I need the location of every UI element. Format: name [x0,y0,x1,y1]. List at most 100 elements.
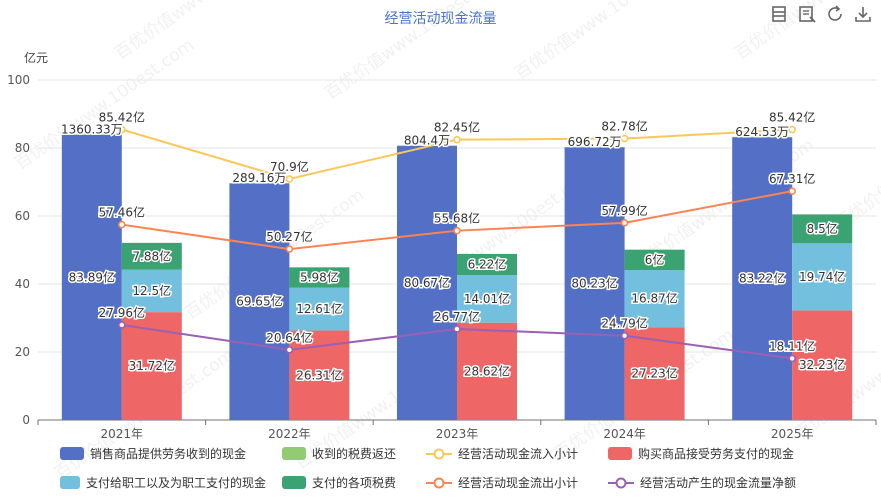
label-inflow_total: 82.45亿 [434,120,480,135]
label-tax_refund: 624.53万 [735,125,789,139]
y-tick-label: 80 [15,141,30,155]
label-tax_refund: 696.72万 [568,135,622,149]
data-labels: 83.89亿 1360.33万 31.72亿 12.5亿 7.88亿 69.65亿 289.… [59,108,846,384]
legend-swatch-inflow_total [426,448,452,459]
point-inflow_total [285,175,294,183]
bars [61,134,853,421]
label-sales: 83.89亿 [69,269,115,284]
lines [118,125,797,363]
chart-title: 经营活动现金流量 [384,11,497,27]
bar-sales [229,183,290,420]
legend-item-purchases[interactable]: 购买商品接受劳务支付的现金 [608,445,818,462]
x-tick-label: 2024年 [603,427,646,441]
legend-swatch-tax_refund [282,447,306,460]
bar-tax_refund [229,183,290,184]
point-outflow_total [620,219,629,227]
magic-type-icon[interactable] [797,4,817,24]
bar-sales [61,134,122,421]
legend-label-outflow_total: 经营活动现金流出小计 [458,476,579,490]
legend-label-tax_refund: 收到的税费返还 [312,447,397,461]
bar-taxes [624,249,685,271]
legend-item-sales[interactable]: 销售商品提供劳务收到的现金 [60,445,266,462]
legend: 销售商品提供劳务收到的现金 收到的税费返还 经营活动现金流入小计 购买商品接受劳务支付… [60,445,860,491]
point-outflow_total [788,187,797,195]
x-tick-label: 2021年 [101,427,144,441]
point-outflow_total [285,245,294,253]
legend-item-tax_refund[interactable]: 收到的税费返还 [282,445,410,462]
label-inflow_total: 82.78亿 [601,119,647,134]
bar-employees [289,287,350,331]
y-tick-label: 40 [15,277,30,291]
label-net: 27.96亿 [99,305,145,320]
legend-label-inflow_total: 经营活动现金流入小计 [458,447,579,461]
label-outflow_total: 57.46亿 [99,205,145,220]
save-image-icon[interactable] [853,4,873,24]
bar-tax_refund [61,134,122,135]
data-view-icon[interactable] [769,4,789,24]
point-inflow_total [788,125,797,134]
legend-item-employees[interactable]: 支付给职工以及为职工支付的现金 [60,474,266,491]
bar-taxes [289,267,350,288]
legend-label-employees: 支付给职工以及为职工支付的现金 [85,476,266,490]
label-purchases: 27.23亿 [631,366,677,381]
legend-swatch-purchases [608,447,632,460]
label-employees: 12.61亿 [296,301,342,316]
watermark-text: 百优价值www.100est.com [831,95,881,234]
legend-swatch-taxes [282,476,306,489]
label-purchases: 32.23亿 [799,357,845,372]
label-taxes: 6亿 [645,252,665,267]
label-employees: 12.5亿 [132,283,171,298]
bar-taxes [792,214,853,244]
y-tick-label: 60 [15,209,30,223]
y-axis: 0 20 40 60 80 100 [7,73,30,427]
point-net [620,331,629,340]
bar-purchases [457,322,517,420]
legend-swatch-sales [60,447,84,460]
legend-label-purchases: 购买商品接受劳务支付的现金 [638,447,795,461]
label-net: 24.79亿 [601,316,647,331]
legend-item-outflow_total[interactable]: 经营活动现金流出小计 [426,474,592,491]
label-taxes: 8.5亿 [807,221,838,236]
label-purchases: 31.72亿 [129,358,175,373]
point-inflow_total [453,135,461,144]
watermark-text: 百优价值www.100est.com [511,0,698,84]
label-employees: 19.74亿 [799,269,845,284]
x-tick-label: 2025年 [771,427,814,441]
x-tick-label: 2022年 [268,427,311,441]
label-inflow_total: 85.42亿 [769,110,815,125]
label-purchases: 28.62亿 [464,363,510,378]
legend-swatch-net [608,477,634,488]
label-outflow_total: 57.99亿 [601,203,647,218]
point-net [788,354,797,363]
bar-taxes [457,253,517,276]
x-axis: 2021年 2022年 2023年 2024年 2025年 [37,420,877,441]
y-tick-label: 0 [22,413,30,427]
chart-toolbar [769,4,873,24]
point-inflow_total [620,134,629,143]
bar-sales [564,147,625,420]
label-outflow_total: 67.31亿 [769,171,815,186]
label-sales: 80.67亿 [404,275,450,290]
y-tick-label: 20 [15,345,30,359]
label-tax_refund: 289.16万 [232,171,286,185]
bar-employees [624,270,685,328]
point-net [453,325,461,333]
bar-employees [792,243,853,311]
x-tick-label: 2023年 [436,427,479,441]
watermark-text: 百优价值www.100est.com [321,0,508,104]
legend-label-taxes: 支付的各项税费 [312,476,397,490]
legend-swatch-employees [60,476,80,489]
bar-sales [397,145,457,421]
legend-item-inflow_total[interactable]: 经营活动现金流入小计 [426,445,592,462]
label-purchases: 26.31亿 [296,367,342,382]
label-outflow_total: 50.27亿 [266,229,312,244]
legend-item-net[interactable]: 经营活动产生的现金流量净额 [608,474,818,491]
point-net [118,321,126,329]
label-tax_refund: 1360.33万 [61,122,123,136]
bar-purchases [792,310,853,420]
restore-icon[interactable] [825,4,845,24]
point-net [285,346,294,354]
legend-item-taxes[interactable]: 支付的各项税费 [282,474,410,491]
label-inflow_total: 70.9亿 [270,159,309,174]
legend-label-net: 经营活动产生的现金流量净额 [640,476,797,490]
